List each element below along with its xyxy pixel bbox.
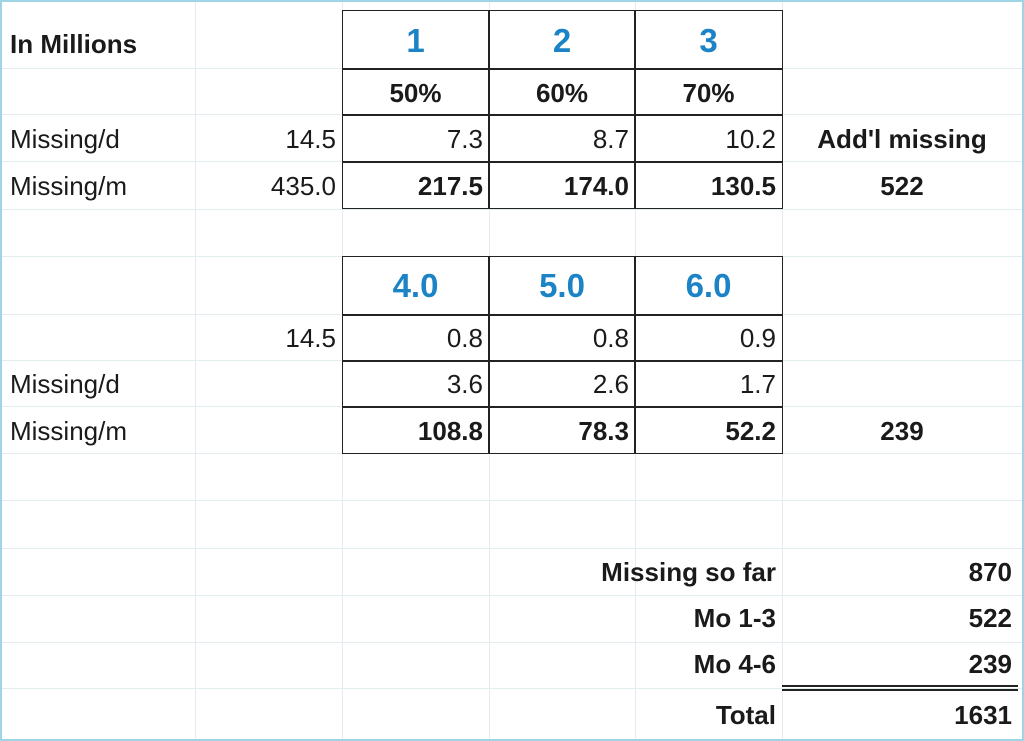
addl-missing-label[interactable]: Add'l missing	[817, 124, 987, 154]
label-missing-m-2[interactable]: Missing/m	[10, 416, 128, 446]
title-in-millions[interactable]: In Millions	[10, 29, 138, 59]
table2-border	[342, 256, 783, 454]
table1-divider	[342, 114, 783, 116]
missing-d-month-4[interactable]: 3.6	[446, 369, 483, 399]
table2-divider	[634, 256, 636, 454]
table1-border	[342, 10, 783, 209]
missing-d-month-3[interactable]: 10.2	[725, 124, 776, 154]
summary-value-missing-so-far[interactable]: 870	[968, 557, 1012, 587]
missing-m-month-6[interactable]: 52.2	[725, 416, 776, 446]
table1-divider	[342, 161, 783, 163]
missing-m-month-1[interactable]: 217.5	[417, 171, 483, 201]
summary-value-total[interactable]: 1631	[954, 700, 1012, 730]
factor-month-4[interactable]: 0.8	[446, 323, 483, 353]
summary-label-total[interactable]: Total	[715, 700, 776, 730]
addl-missing-total-4-6[interactable]: 239	[880, 416, 924, 446]
factor-month-5[interactable]: 0.8	[592, 323, 629, 353]
total-double-underline	[782, 685, 1018, 691]
table1-divider	[634, 10, 636, 209]
month-1-header[interactable]: 1	[406, 22, 425, 59]
label-missing-m[interactable]: Missing/m	[10, 171, 128, 201]
rate-month-1[interactable]: 50%	[389, 78, 442, 108]
missing-m-month-2[interactable]: 174.0	[563, 171, 629, 201]
month-4-header[interactable]: 4.0	[392, 267, 439, 304]
missing-m-month-3[interactable]: 130.5	[710, 171, 776, 201]
factor-month-6[interactable]: 0.9	[739, 323, 776, 353]
month-2-header[interactable]: 2	[552, 22, 572, 59]
missing-m-base[interactable]: 435.0	[270, 171, 336, 201]
missing-m-month-4[interactable]: 108.8	[417, 416, 483, 446]
missing-d-month-5[interactable]: 2.6	[592, 369, 629, 399]
summary-label-mo-4-6[interactable]: Mo 4-6	[693, 649, 776, 679]
missing-d-month-1[interactable]: 7.3	[446, 124, 483, 154]
missing-d-base[interactable]: 14.5	[285, 124, 336, 154]
factor-base[interactable]: 14.5	[285, 323, 336, 353]
table2-divider	[342, 406, 783, 408]
addl-missing-total-1-3[interactable]: 522	[880, 171, 924, 201]
missing-d-month-6[interactable]: 1.7	[739, 369, 776, 399]
month-3-header[interactable]: 3	[699, 22, 718, 59]
summary-value-mo-4-6[interactable]: 239	[968, 649, 1012, 679]
table1-divider	[342, 68, 783, 70]
month-5-header[interactable]: 5.0	[539, 267, 585, 304]
summary-label-missing-so-far[interactable]: Missing so far	[601, 557, 776, 587]
month-6-header[interactable]: 6.0	[685, 267, 732, 304]
summary-value-mo-1-3[interactable]: 522	[968, 603, 1012, 633]
label-missing-d-2[interactable]: Missing/d	[10, 369, 120, 399]
table2-divider	[342, 360, 783, 362]
missing-d-month-2[interactable]: 8.7	[592, 124, 629, 154]
table2-divider	[488, 256, 490, 454]
rate-month-2[interactable]: 60%	[535, 78, 589, 108]
table2-divider	[342, 314, 783, 316]
table1-divider	[488, 10, 490, 209]
rate-month-3[interactable]: 70%	[682, 78, 735, 108]
missing-m-month-5[interactable]: 78.3	[578, 416, 629, 446]
label-missing-d[interactable]: Missing/d	[10, 124, 120, 154]
summary-label-mo-1-3[interactable]: Mo 1-3	[693, 603, 776, 633]
